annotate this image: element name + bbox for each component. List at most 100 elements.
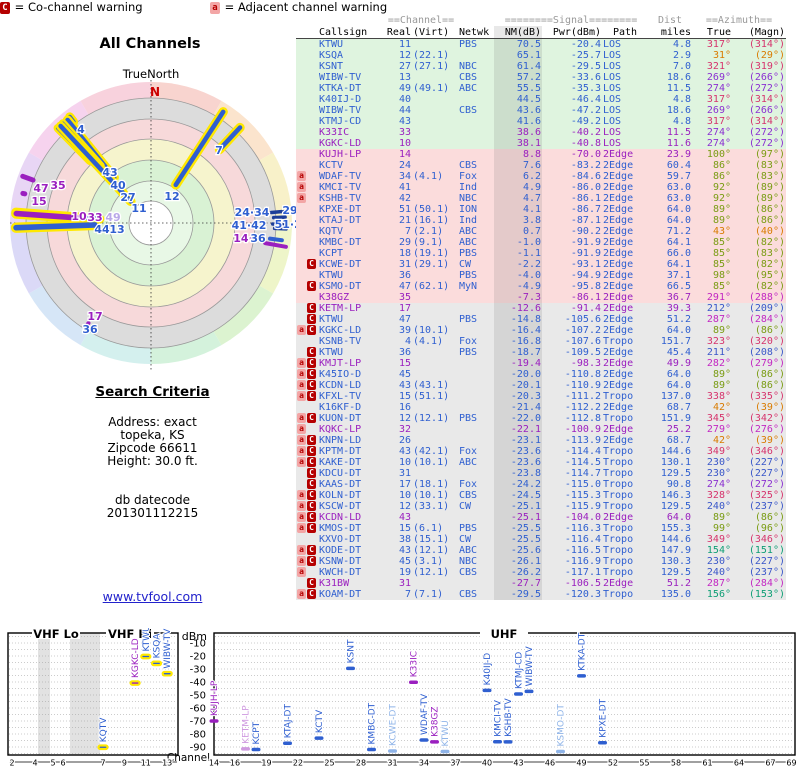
north-letter: N — [150, 85, 160, 99]
uhf-channel-tick: 43 — [513, 759, 523, 768]
cell-azimuth-true: 85° — [712, 281, 731, 292]
cell-virtual-channel: (22.1) — [413, 50, 450, 61]
cell-warnings: C — [296, 468, 318, 479]
cell-power-dbm: -86.1 — [570, 193, 601, 204]
cell-distance-miles: 151.7 — [660, 336, 691, 347]
cell-azimuth-true: 42° — [712, 402, 731, 413]
cell-nm-db: -7.3 — [494, 292, 542, 303]
cell-virtual-channel: (2.1) — [413, 226, 444, 237]
uhf-channel-tick: 31 — [387, 759, 397, 768]
cell-callsign: K38GZ — [319, 292, 350, 303]
warning-slot-empty — [297, 259, 306, 269]
cell-network: Fox — [459, 171, 478, 182]
radar-signal-bar — [270, 222, 287, 226]
warning-slot-empty — [307, 193, 316, 203]
cell-callsign: KGKC-LD — [319, 325, 362, 336]
uhf-channel-tick: 64 — [734, 759, 744, 768]
cell-virtual-channel — [412, 94, 458, 105]
cell-network — [458, 369, 494, 380]
cell-distance-miles: 4.8 — [672, 94, 691, 105]
cell-virtual-channel: (7.1) — [413, 589, 444, 600]
cell-path: 2Edge — [603, 512, 634, 523]
cell-azimuth-true: 291° — [706, 292, 731, 303]
adjacent-channel-warning-badge: a — [297, 490, 306, 500]
table-row-ketm-lp: C KETM-LP 17 -12.6 -91.4 2Edge 39.3 212° (209°) — [296, 303, 786, 314]
cell-nm-db: -25.6 — [494, 545, 542, 556]
cell-network: PBS — [459, 523, 478, 534]
table-row-kctv: KCTV 24 CBS 7.6 -83.2 2Edge 60.4 86° (83°) — [296, 160, 786, 171]
cell-network: CW — [459, 501, 472, 512]
radar-channel-label: 15 — [31, 195, 46, 208]
cell-power-dbm: -83.2 — [570, 160, 601, 171]
cell-distance-miles: 90.8 — [666, 479, 691, 490]
cell-path: 2Edge — [603, 358, 634, 369]
cell-azimuth-magnetic: (272°) — [748, 138, 785, 149]
cell-azimuth-true: 43° — [712, 226, 731, 237]
cell-callsign: KTWU — [319, 347, 344, 358]
cell-virtual-channel — [412, 292, 458, 303]
cell-azimuth-true: 230° — [706, 556, 731, 567]
warning-slot-empty — [307, 138, 316, 148]
table-row-kqkc-lp: a KQKC-LP 32 -22.1 -100.9 2Edge 25.2 279° (276°) — [296, 424, 786, 435]
cell-azimuth-magnetic: (237°) — [748, 501, 785, 512]
cell-virtual-channel: (10.1) — [413, 325, 450, 336]
warning-slot-empty — [297, 314, 306, 324]
cell-power-dbm: -29.5 — [570, 61, 601, 72]
cell-real-channel: 31 — [398, 578, 411, 589]
radar-channel-label: 33 — [87, 211, 102, 224]
chart-signal-bar — [314, 736, 324, 740]
cell-network — [458, 292, 494, 303]
table-row-ksqa: KSQA 12 (22.1) 65.1 -25.7 LOS 2.9 31° (29°) — [296, 50, 786, 61]
chart-signal-bar — [514, 692, 523, 696]
radar-signal-bar — [269, 209, 285, 215]
cell-azimuth-magnetic: (83°) — [754, 171, 785, 182]
cell-callsign: KCTV — [319, 160, 344, 171]
cell-callsign: KSHB-TV — [319, 193, 362, 204]
warning-slot-empty — [297, 83, 306, 93]
uhf-channel-tick: 34 — [419, 759, 429, 768]
uhf-channel-tick: 67 — [765, 759, 775, 768]
cell-path: 2Edge — [603, 347, 634, 358]
chart-callsign-label: KMCI-TV — [494, 699, 504, 737]
cell-callsign: KMBC-DT — [319, 237, 362, 248]
cell-callsign: WIBW-TV — [319, 105, 362, 116]
cell-callsign: KTAJ-DT — [319, 215, 362, 226]
cell-virtual-channel — [412, 303, 458, 314]
chart-callsign-label: KETM-LP — [242, 705, 252, 744]
cell-nm-db: 70.5 — [494, 38, 542, 50]
table-row-kwch-dt: a KWCH-DT 19 (12.1) CBS -26.2 -117.1 Tropo 129.5… — [296, 567, 786, 578]
uhf-channel-tick: 49 — [576, 759, 586, 768]
cell-power-dbm: -109.5 — [564, 347, 601, 358]
cell-azimuth-true: 282° — [706, 358, 731, 369]
table-row-kgkc-ld: KGKC-LD 10 38.1 -40.8 LOS 11.6 274° (272°) — [296, 138, 786, 149]
cell-network — [458, 468, 494, 479]
cell-azimuth-true: 274° — [706, 83, 731, 94]
tvfool-link[interactable]: www.tvfool.com — [102, 589, 203, 604]
true-north-label: TrueNorth — [122, 67, 180, 81]
cell-azimuth-true: 317° — [706, 116, 731, 127]
chart-signal-bar — [209, 719, 219, 723]
cell-callsign: KCDN-LD — [319, 380, 362, 391]
radar-signal-bar — [271, 215, 287, 220]
cell-distance-miles: 130.3 — [660, 556, 691, 567]
cell-callsign: KSNB-TV — [319, 336, 362, 347]
cell-power-dbm: -93.1 — [570, 259, 601, 270]
cell-power-dbm: -25.7 — [570, 50, 601, 61]
cell-azimuth-magnetic: (335°) — [748, 391, 785, 402]
cell-virtual-channel — [412, 468, 458, 479]
cell-callsign: KUJH-LP — [319, 149, 362, 160]
cell-network — [458, 116, 494, 127]
cell-azimuth-magnetic: (86°) — [754, 215, 785, 226]
chart-callsign-label: KQTV — [99, 717, 109, 742]
cell-azimuth-magnetic: (266°) — [748, 72, 785, 83]
cell-network: ION — [459, 204, 478, 215]
cell-path: 2Edge — [603, 325, 634, 336]
cell-power-dbm: -116.9 — [564, 556, 601, 567]
cell-nm-db: -18.7 — [494, 347, 542, 358]
cell-network: CW — [459, 534, 472, 545]
cell-callsign: KCPT — [319, 248, 344, 259]
radar-channel-label: 41·42 — [232, 219, 267, 232]
cell-network — [458, 138, 494, 149]
cell-azimuth-true: 154° — [706, 545, 731, 556]
